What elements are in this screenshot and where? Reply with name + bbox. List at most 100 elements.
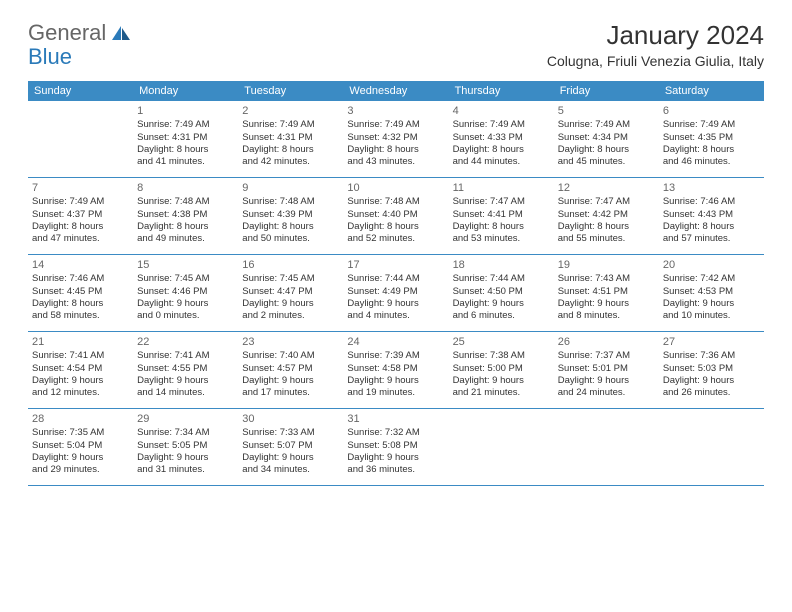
day-info-line: Daylight: 9 hours [453, 298, 550, 310]
day-number: 3 [347, 104, 444, 118]
day-info-line: Sunrise: 7:44 AM [347, 273, 444, 285]
day-info-line: Sunset: 4:51 PM [558, 286, 655, 298]
day-cell: 27Sunrise: 7:36 AMSunset: 5:03 PMDayligh… [659, 332, 764, 408]
day-info-line: Sunset: 4:38 PM [137, 209, 234, 221]
logo: General [28, 20, 132, 46]
day-info-line: Sunset: 4:31 PM [137, 132, 234, 144]
day-info-line: Daylight: 8 hours [663, 144, 760, 156]
day-info-line: Sunset: 4:47 PM [242, 286, 339, 298]
week-row: 21Sunrise: 7:41 AMSunset: 4:54 PMDayligh… [28, 332, 764, 409]
day-number: 22 [137, 335, 234, 349]
day-info-line: and 2 minutes. [242, 310, 339, 322]
day-info-line: Daylight: 8 hours [242, 221, 339, 233]
day-cell: 23Sunrise: 7:40 AMSunset: 4:57 PMDayligh… [238, 332, 343, 408]
week-row: 1Sunrise: 7:49 AMSunset: 4:31 PMDaylight… [28, 101, 764, 178]
day-info-line: and 8 minutes. [558, 310, 655, 322]
day-cell: 22Sunrise: 7:41 AMSunset: 4:55 PMDayligh… [133, 332, 238, 408]
day-info-line: Daylight: 9 hours [347, 452, 444, 464]
day-info-line: Sunrise: 7:34 AM [137, 427, 234, 439]
day-info-line: Daylight: 8 hours [137, 144, 234, 156]
day-cell: 7Sunrise: 7:49 AMSunset: 4:37 PMDaylight… [28, 178, 133, 254]
day-cell: 14Sunrise: 7:46 AMSunset: 4:45 PMDayligh… [28, 255, 133, 331]
day-info-line: Daylight: 8 hours [558, 144, 655, 156]
day-info-line: and 10 minutes. [663, 310, 760, 322]
day-info-line: Daylight: 9 hours [137, 452, 234, 464]
day-info-line: Sunset: 4:49 PM [347, 286, 444, 298]
day-cell: 3Sunrise: 7:49 AMSunset: 4:32 PMDaylight… [343, 101, 448, 177]
day-info-line: Sunrise: 7:48 AM [242, 196, 339, 208]
day-info-line: Sunrise: 7:49 AM [242, 119, 339, 131]
day-info-line: Sunset: 4:43 PM [663, 209, 760, 221]
day-info-line: Sunrise: 7:39 AM [347, 350, 444, 362]
day-info-line: Sunrise: 7:48 AM [347, 196, 444, 208]
day-info-line: Daylight: 9 hours [137, 375, 234, 387]
day-info-line: Sunrise: 7:43 AM [558, 273, 655, 285]
day-cell: 1Sunrise: 7:49 AMSunset: 4:31 PMDaylight… [133, 101, 238, 177]
day-cell [659, 409, 764, 485]
day-header: Sunday [28, 81, 133, 101]
day-info-line: Sunrise: 7:41 AM [137, 350, 234, 362]
day-info-line: and 29 minutes. [32, 464, 129, 476]
day-number: 21 [32, 335, 129, 349]
day-info-line: Sunrise: 7:40 AM [242, 350, 339, 362]
day-info-line: Sunrise: 7:47 AM [453, 196, 550, 208]
day-info-line: and 19 minutes. [347, 387, 444, 399]
day-info-line: Sunset: 4:55 PM [137, 363, 234, 375]
day-number: 19 [558, 258, 655, 272]
day-info-line: Sunrise: 7:49 AM [663, 119, 760, 131]
day-cell: 29Sunrise: 7:34 AMSunset: 5:05 PMDayligh… [133, 409, 238, 485]
day-number: 15 [137, 258, 234, 272]
calendar: SundayMondayTuesdayWednesdayThursdayFrid… [28, 81, 764, 486]
day-info-line: Sunrise: 7:48 AM [137, 196, 234, 208]
day-info-line: Daylight: 8 hours [347, 221, 444, 233]
day-info-line: Sunrise: 7:49 AM [32, 196, 129, 208]
day-info-line: Sunrise: 7:37 AM [558, 350, 655, 362]
day-info-line: Daylight: 8 hours [558, 221, 655, 233]
day-info-line: Sunset: 4:45 PM [32, 286, 129, 298]
day-info-line: Daylight: 8 hours [453, 144, 550, 156]
day-info-line: and 43 minutes. [347, 156, 444, 168]
day-info-line: Daylight: 9 hours [347, 375, 444, 387]
day-cell: 19Sunrise: 7:43 AMSunset: 4:51 PMDayligh… [554, 255, 659, 331]
day-info-line: and 52 minutes. [347, 233, 444, 245]
day-info-line: Sunrise: 7:41 AM [32, 350, 129, 362]
day-info-line: Sunset: 4:35 PM [663, 132, 760, 144]
day-number: 16 [242, 258, 339, 272]
logo-text-blue: Blue [28, 44, 72, 70]
day-info-line: Daylight: 9 hours [663, 375, 760, 387]
day-info-line: Daylight: 8 hours [347, 144, 444, 156]
logo-sail-icon [110, 24, 132, 42]
day-number: 30 [242, 412, 339, 426]
day-info-line: Sunrise: 7:45 AM [137, 273, 234, 285]
day-info-line: Sunrise: 7:49 AM [453, 119, 550, 131]
day-number: 26 [558, 335, 655, 349]
day-info-line: and 53 minutes. [453, 233, 550, 245]
day-info-line: and 42 minutes. [242, 156, 339, 168]
day-info-line: Daylight: 8 hours [32, 298, 129, 310]
day-info-line: and 45 minutes. [558, 156, 655, 168]
day-number: 9 [242, 181, 339, 195]
week-row: 7Sunrise: 7:49 AMSunset: 4:37 PMDaylight… [28, 178, 764, 255]
day-number: 6 [663, 104, 760, 118]
day-info-line: Sunrise: 7:45 AM [242, 273, 339, 285]
day-info-line: Daylight: 9 hours [453, 375, 550, 387]
day-info-line: Sunset: 5:04 PM [32, 440, 129, 452]
day-info-line: and 41 minutes. [137, 156, 234, 168]
day-header: Wednesday [343, 81, 448, 101]
day-info-line: Sunrise: 7:35 AM [32, 427, 129, 439]
day-info-line: Sunset: 4:37 PM [32, 209, 129, 221]
day-number: 12 [558, 181, 655, 195]
day-info-line: Sunset: 4:46 PM [137, 286, 234, 298]
day-info-line: Sunset: 4:34 PM [558, 132, 655, 144]
day-info-line: Sunrise: 7:32 AM [347, 427, 444, 439]
day-info-line: and 6 minutes. [453, 310, 550, 322]
day-info-line: Sunset: 4:32 PM [347, 132, 444, 144]
day-info-line: and 31 minutes. [137, 464, 234, 476]
day-header: Friday [554, 81, 659, 101]
day-cell: 21Sunrise: 7:41 AMSunset: 4:54 PMDayligh… [28, 332, 133, 408]
day-cell: 12Sunrise: 7:47 AMSunset: 4:42 PMDayligh… [554, 178, 659, 254]
day-info-line: Sunrise: 7:47 AM [558, 196, 655, 208]
day-info-line: Sunset: 5:08 PM [347, 440, 444, 452]
day-header: Saturday [659, 81, 764, 101]
day-number: 11 [453, 181, 550, 195]
